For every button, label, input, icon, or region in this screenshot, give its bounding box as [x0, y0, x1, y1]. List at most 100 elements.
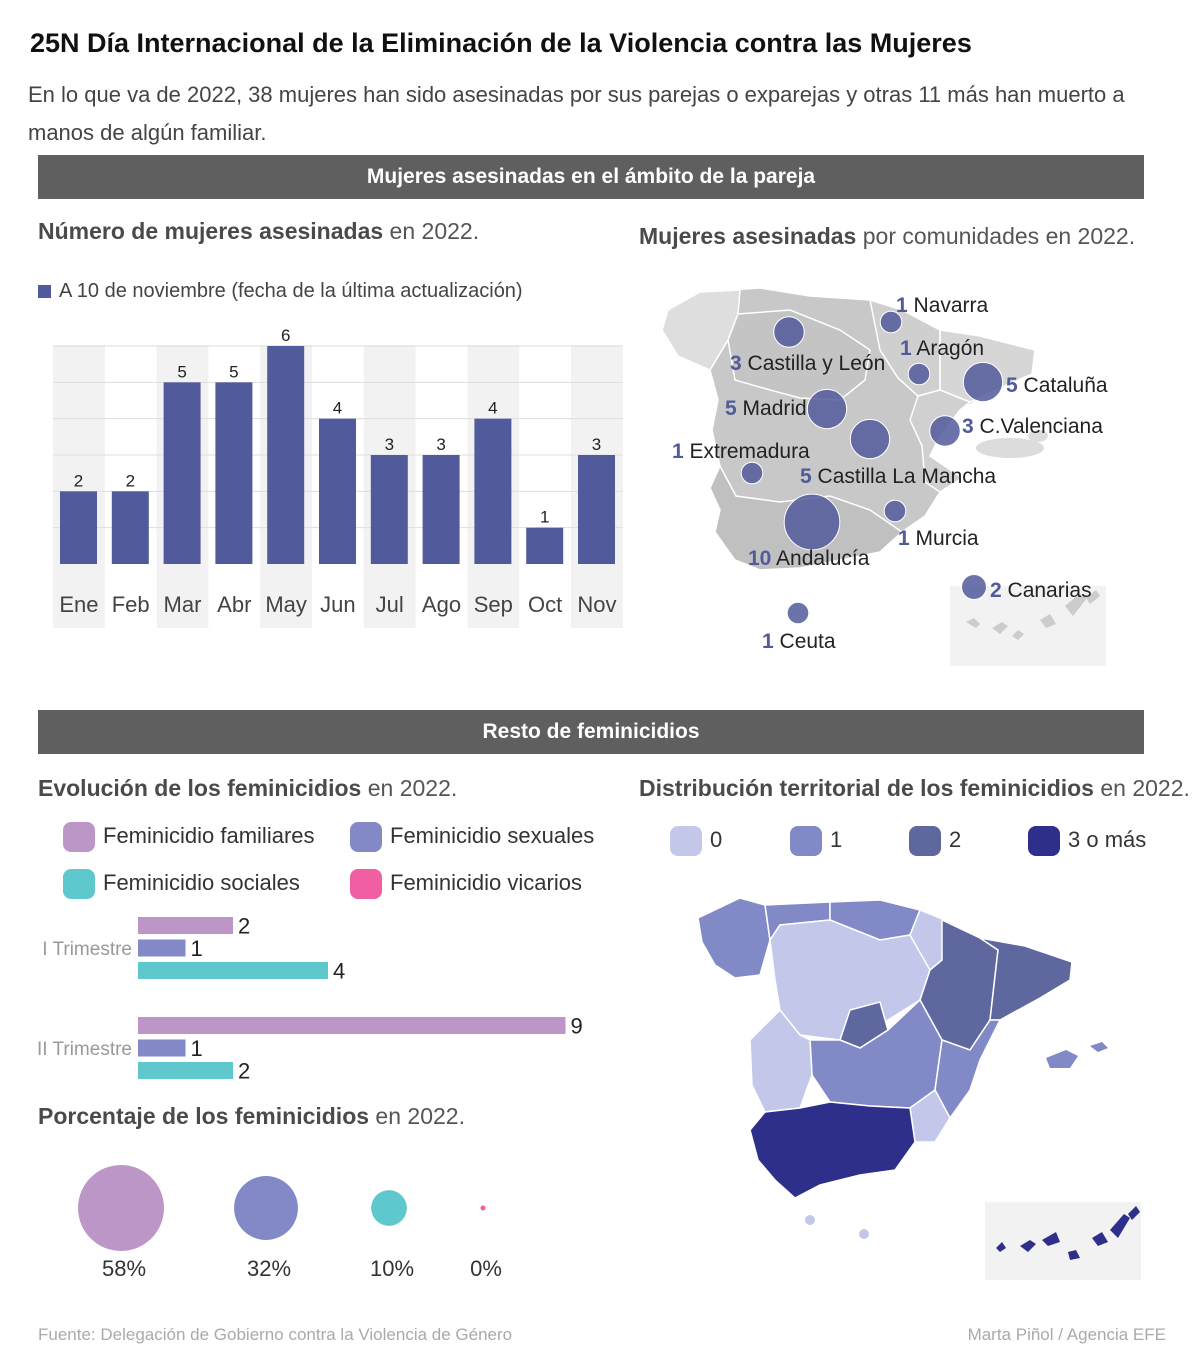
- region-melilla: [859, 1229, 869, 1239]
- region-value: 1: [900, 337, 912, 360]
- evolution-title-bold: Evolución de los feminicidios: [38, 775, 362, 801]
- dist-swatch-2: [909, 826, 941, 856]
- percentage-title: Porcentaje de los feminicidios en 2022.: [38, 1103, 465, 1130]
- pct-bubble-2: [371, 1190, 407, 1226]
- bar-chart-legend-label: A 10 de noviembre (fecha de la última ac…: [59, 280, 523, 302]
- hbar-value-label: 2: [238, 1059, 250, 1084]
- bubble-canarias: [961, 574, 987, 600]
- page-title: 25N Día Internacional de la Eliminación …: [30, 28, 972, 58]
- dist-legend-label: 1: [830, 826, 843, 852]
- legend-label: Feminicidio sociales: [103, 869, 300, 895]
- region-name: Castilla La Mancha: [812, 465, 997, 488]
- hbar-value-label: 9: [571, 1014, 583, 1039]
- dist-legend-label: 3 o más: [1068, 826, 1147, 852]
- bar-value-label: 6: [281, 326, 290, 345]
- distribution-title: Distribución territorial de los feminici…: [639, 775, 1190, 802]
- region-name: C.Valenciana: [974, 415, 1104, 438]
- evolution-title-rest: en 2022.: [361, 775, 458, 801]
- bubble-extremadura: [740, 461, 764, 485]
- bar-feb: [111, 491, 149, 564]
- x-tick-label: Ago: [422, 592, 461, 617]
- quarter-label: II Trimestre: [37, 1039, 132, 1060]
- region-label: 1 Ceuta: [762, 630, 836, 653]
- bubble-navarra: [879, 310, 903, 334]
- region-value: 1: [896, 294, 908, 317]
- distribution-title-bold: Distribución territorial de los feminici…: [639, 775, 1094, 801]
- bar-chart-title: Número de mujeres asesinadas en 2022.: [38, 218, 479, 245]
- pct-label: 32%: [247, 1256, 291, 1281]
- bar-jun: [319, 418, 356, 564]
- x-tick-label: Jun: [320, 592, 355, 617]
- bar-ago: [422, 455, 460, 564]
- region-name: Canarias: [1002, 579, 1092, 602]
- x-tick-label: Nov: [577, 592, 616, 617]
- credit-note: Marta Piñol / Agencia EFE: [967, 1325, 1166, 1344]
- dist-swatch-3: [1028, 826, 1060, 856]
- bar-jul: [370, 455, 408, 564]
- x-tick-label: Feb: [112, 592, 150, 617]
- hbar-1: [138, 1039, 186, 1057]
- percentage-bubble-chart: 58% 32% 10% 0%: [78, 1165, 502, 1281]
- legend-item-familiares: Feminicidio familiares: [63, 822, 315, 852]
- percentage-title-bold: Porcentaje de los feminicidios: [38, 1103, 370, 1129]
- region-name: Aragón: [912, 337, 984, 360]
- bar-value-label: 5: [177, 362, 186, 381]
- pct-bubble-0: [78, 1165, 164, 1251]
- legend-label: Feminicidio familiares: [103, 822, 315, 848]
- legend-label: Feminicidio vicarios: [390, 869, 582, 895]
- map-title-rest: por comunidades en 2022.: [856, 223, 1136, 249]
- bubble-andaluc-a: [783, 493, 841, 551]
- monthly-bar-chart: 2 Ene 2 Feb 5 Mar 5 Abr 6 May 4 Jun 3 Jul 3 Ago 4 Sep 1 Oct…: [53, 326, 623, 628]
- legend-swatch-vicarios: [350, 869, 382, 899]
- region-name: Madrid: [737, 397, 807, 420]
- region-label: 5 Castilla La Mancha: [800, 465, 996, 488]
- x-tick-label: Jul: [376, 592, 404, 617]
- x-tick-label: Mar: [164, 592, 202, 617]
- legend-item-sociales: Feminicidio sociales: [63, 869, 300, 899]
- bar-mar: [163, 382, 201, 564]
- region-galicia: [697, 897, 771, 979]
- region-label: 10 Andalucía: [748, 547, 870, 570]
- hbar-value-label: 4: [333, 959, 345, 984]
- region-label: 3 C.Valenciana: [962, 415, 1103, 438]
- region-andalucia: [749, 1101, 916, 1199]
- region-name: Navarra: [908, 294, 989, 317]
- region-value: 3: [962, 415, 974, 438]
- region-value: 3: [730, 352, 742, 375]
- dist-legend-label: 2: [949, 826, 962, 852]
- region-label: 5 Cataluña: [1006, 374, 1108, 397]
- region-baleares: [1046, 1042, 1108, 1068]
- legend-label: Feminicidio sexuales: [390, 822, 595, 848]
- bubble-c-valenciana: [929, 415, 961, 447]
- dist-legend-3: 3 o más: [1028, 826, 1146, 856]
- legend-swatch-sociales: [63, 869, 95, 899]
- section-band-resto: Resto de feminicidios: [38, 710, 1144, 754]
- pct-bubble-1: [234, 1176, 298, 1240]
- map-title: Mujeres asesinadas por comunidades en 20…: [639, 223, 1135, 250]
- hbar-0: [138, 1017, 566, 1034]
- region-value: 2: [990, 579, 1002, 602]
- hbar-2: [138, 1062, 233, 1079]
- bar-value-label: 3: [592, 435, 601, 454]
- legend-swatch: [38, 285, 51, 299]
- bar-abr: [215, 382, 253, 564]
- map-title-bold: Mujeres asesinadas: [639, 223, 857, 249]
- dist-legend-0: 0: [670, 826, 722, 856]
- quarter-label: I Trimestre: [42, 939, 132, 960]
- percentage-title-rest: en 2022.: [369, 1103, 465, 1129]
- bar-value-label: 2: [74, 471, 83, 490]
- spain-choropleth-map: [697, 897, 1141, 1280]
- region-name: Castilla y León: [742, 352, 886, 375]
- bar-value-label: 5: [229, 362, 238, 381]
- region-value: 5: [1006, 374, 1018, 397]
- legend-swatch-sexuales: [350, 822, 382, 852]
- region-label: 2 Canarias: [990, 579, 1092, 602]
- hbar-value-label: 1: [191, 936, 203, 961]
- page-subtitle: En lo que va de 2022, 38 mujeres han sid…: [28, 82, 1125, 145]
- bar-sep: [474, 418, 512, 564]
- region-name: Extremadura: [684, 440, 810, 463]
- bar-value-label: 2: [126, 471, 135, 490]
- quarterly-hbar-chart: I Trimestre 2 1 4 II Trimestre 9 1 2: [37, 914, 583, 1084]
- x-tick-label: Sep: [474, 592, 513, 617]
- bubble-ceuta: [786, 601, 810, 625]
